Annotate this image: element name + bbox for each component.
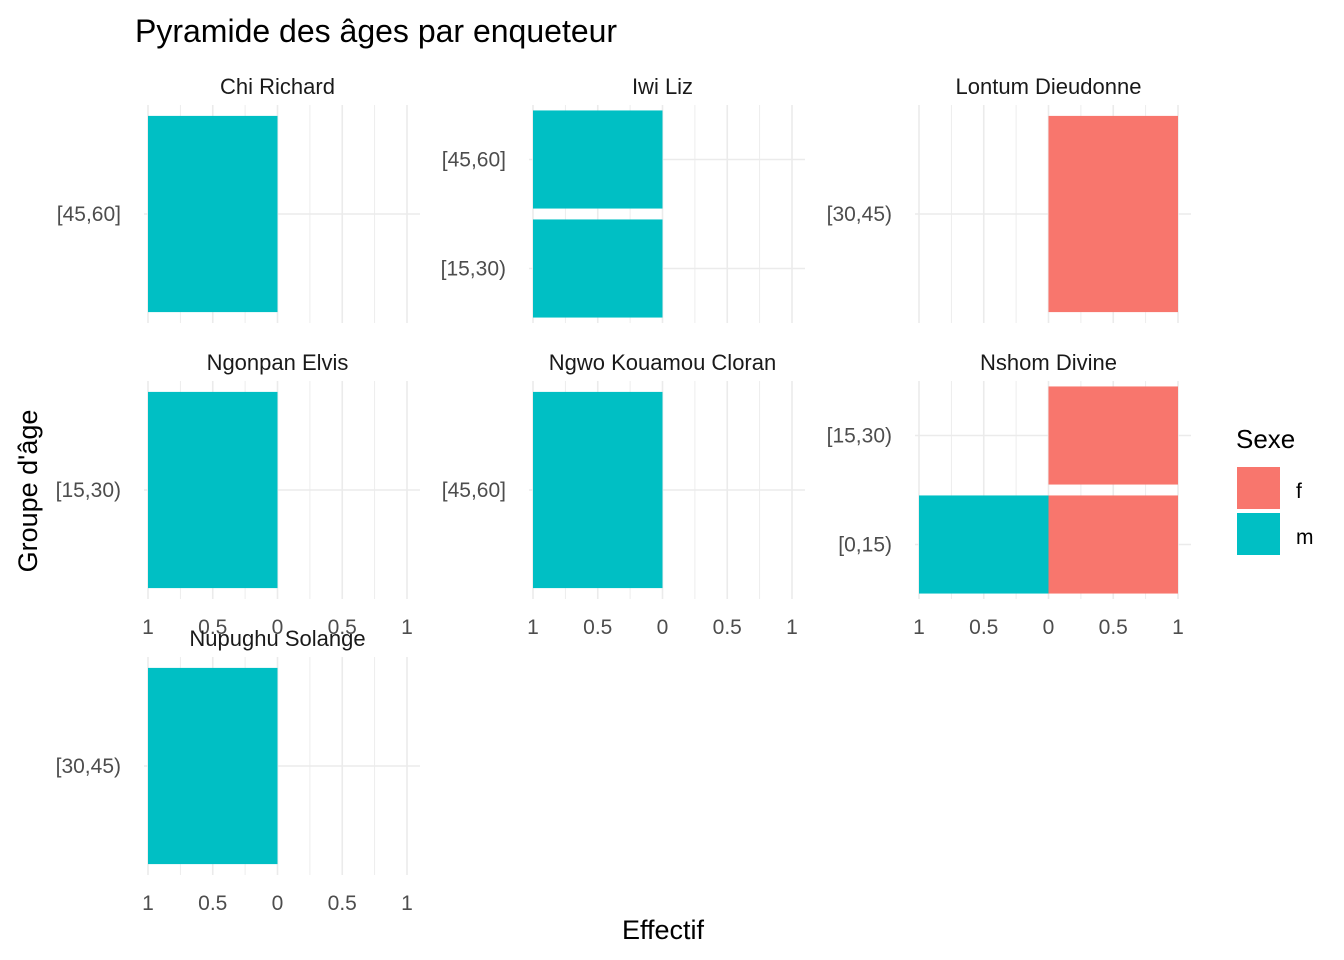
y-tick-label: [15,30): [827, 425, 892, 448]
bar-f: [1048, 495, 1178, 594]
y-tick-label: [0,15): [838, 534, 892, 557]
x-tick-label: 1: [1172, 616, 1184, 639]
x-tick-label: 0.5: [198, 892, 227, 915]
bar-m: [919, 495, 1049, 594]
y-tick-label: [30,45): [56, 755, 121, 778]
y-tick-label: [15,30): [441, 258, 506, 281]
legend-label-m: m: [1296, 526, 1314, 549]
x-tick-label: 1: [142, 892, 154, 915]
legend-key-m: [1237, 513, 1280, 555]
y-tick-label: [30,45): [827, 203, 892, 226]
facet-panel: [45,60] Chi Richard: [57, 74, 420, 323]
x-tick-label: 0: [1043, 616, 1055, 639]
bar-m: [533, 110, 663, 209]
y-tick-label: [15,30): [56, 479, 121, 502]
x-tick-label: 1: [913, 616, 925, 639]
y-tick-label: [45,60]: [442, 479, 506, 502]
facet-strip-label: Nshom Divine: [980, 350, 1117, 375]
x-tick-label: 1: [786, 616, 798, 639]
x-tick-label: 0.5: [198, 616, 227, 639]
x-tick-label: 0.5: [713, 616, 742, 639]
x-axis-title: Effectif: [622, 915, 705, 945]
facet-strip-label: Chi Richard: [220, 74, 335, 99]
bar-m: [148, 667, 278, 865]
bar-m: [533, 219, 663, 318]
legend: Sexe f m: [1236, 424, 1314, 555]
facet-strip-label: Lontum Dieudonne: [956, 74, 1142, 99]
x-tick-label: 1: [401, 616, 413, 639]
chart-title: Pyramide des âges par enqueteur: [135, 13, 617, 49]
facet-panel: [15,30) [45,60] Iwi Liz: [441, 74, 805, 323]
facet-panels: [45,60]Chi Richard[15,30)[45,60]Iwi Liz[…: [56, 74, 1191, 915]
x-tick-label: 0.5: [1099, 616, 1128, 639]
facet-panel: [30,45) Nupughu Solange 1 0.5 0 0.5 1: [56, 626, 420, 915]
bar-m: [533, 391, 663, 589]
x-tick-label: 0: [272, 616, 284, 639]
x-tick-label: 0.5: [328, 892, 357, 915]
facet-panel: [30,45) Lontum Dieudonne: [827, 74, 1191, 323]
facet-panel: [0,15) [15,30) Nshom Divine 1 0.5 0 0.5 1: [827, 350, 1191, 639]
bar-f: [1048, 386, 1178, 485]
legend-title: Sexe: [1236, 424, 1295, 454]
x-tick-label: 0.5: [969, 616, 998, 639]
facet-strip-label: Nupughu Solange: [189, 626, 365, 651]
legend-label-f: f: [1296, 480, 1302, 503]
x-tick-label: 1: [527, 616, 539, 639]
facet-panel: [45,60] Ngwo Kouamou Cloran 1 0.5 0 0.5 1: [442, 350, 805, 639]
y-axis-title: Groupe d'âge: [13, 410, 43, 573]
y-tick-label: [45,60]: [442, 149, 506, 172]
bar-f: [1048, 115, 1178, 313]
bar-m: [148, 115, 278, 313]
facet-panel: [15,30) Ngonpan Elvis 1 0.5 0 0.5 1: [56, 350, 420, 639]
facet-strip-label: Ngwo Kouamou Cloran: [549, 350, 776, 375]
x-tick-label: 0.5: [328, 616, 357, 639]
x-tick-label: 0: [272, 892, 284, 915]
x-tick-label: 1: [401, 892, 413, 915]
y-tick-label: [45,60]: [57, 203, 121, 226]
bar-m: [148, 391, 278, 589]
facet-strip-label: Iwi Liz: [632, 74, 693, 99]
legend-key-f: [1237, 467, 1280, 509]
x-tick-label: 0: [657, 616, 669, 639]
facet-strip-label: Ngonpan Elvis: [207, 350, 349, 375]
x-tick-label: 0.5: [583, 616, 612, 639]
x-tick-label: 1: [142, 616, 154, 639]
